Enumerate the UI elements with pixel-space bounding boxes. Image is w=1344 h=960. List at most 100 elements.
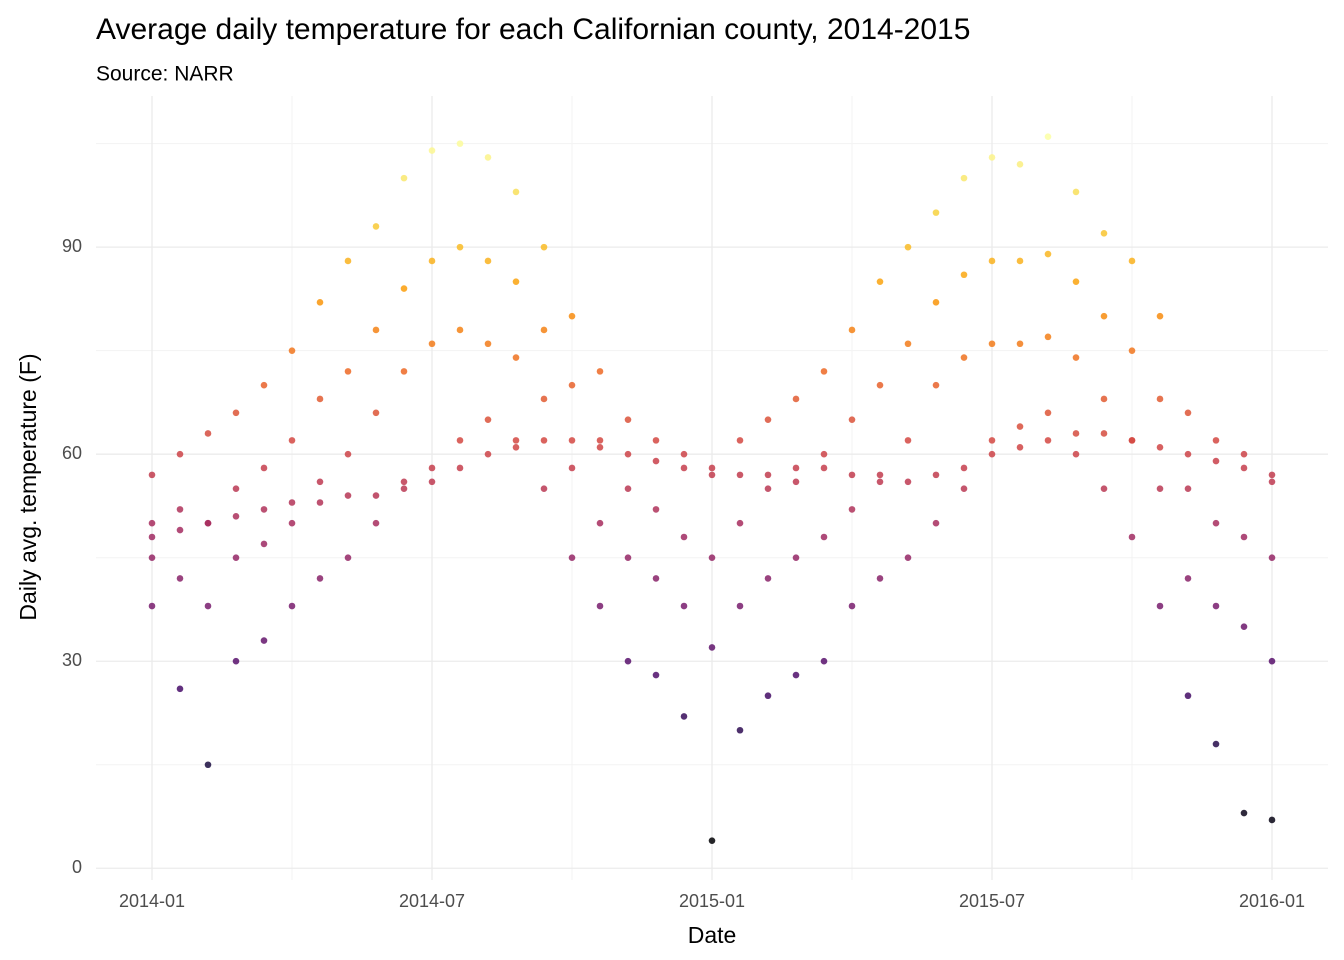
y-tick-label: 30 [62,650,82,670]
point [204,761,212,769]
point [1212,602,1220,610]
point [904,243,912,251]
point [1044,409,1052,417]
y-tick-label: 90 [62,236,82,256]
point [764,692,772,700]
point [736,726,744,734]
point [680,533,688,541]
point [596,368,604,375]
point [540,326,548,334]
point [456,437,464,444]
y-axis-label: Daily avg. temperature (F) [15,353,41,620]
point [792,478,800,486]
point [428,340,436,348]
point [176,506,184,513]
point [1128,533,1136,541]
point [176,526,184,534]
point [456,243,464,251]
point [512,354,520,361]
point [232,409,240,417]
point [876,278,884,285]
point [568,312,576,320]
point [820,533,828,541]
point [204,519,212,527]
point [876,471,884,479]
point [204,602,212,610]
point [960,271,968,279]
point [568,554,576,562]
point [176,575,184,582]
point [372,409,380,417]
point [540,243,548,251]
point [1212,437,1220,444]
point [400,478,408,486]
point [1240,450,1248,458]
point [568,381,576,389]
point [1184,692,1192,700]
point [344,492,352,499]
point [1072,450,1080,458]
point [764,416,772,423]
point [932,209,940,216]
point [512,443,520,451]
point [1156,485,1164,492]
point [1268,657,1276,665]
point [372,223,380,230]
point [400,285,408,292]
point [624,416,632,423]
point [1268,478,1276,486]
point [960,354,968,361]
point [1072,278,1080,285]
point [1240,464,1248,472]
point [764,471,772,479]
point [316,575,324,582]
point [512,437,520,444]
point [1156,602,1164,610]
point [260,637,268,644]
point [736,602,744,610]
point [456,464,464,472]
point [1016,257,1024,265]
point [484,450,492,458]
point [764,575,772,582]
point [400,174,408,182]
point [932,381,940,389]
point [540,437,548,444]
point [428,147,436,154]
point [904,554,912,562]
point [652,457,660,465]
point [428,257,436,265]
point [820,450,828,458]
point [988,340,996,348]
point [736,437,744,444]
point [1100,430,1108,437]
point [400,368,408,375]
point [288,602,296,610]
point [568,464,576,472]
point [428,478,436,486]
point [652,506,660,513]
point [960,485,968,492]
point [596,602,604,610]
point [708,837,716,844]
point [988,257,996,265]
point [988,450,996,458]
point [792,671,800,679]
point [512,278,520,285]
point [1212,519,1220,527]
point [344,257,352,265]
point [708,471,716,479]
point [1044,437,1052,444]
grid [96,96,1328,880]
point [708,644,716,651]
point [288,519,296,527]
point [1156,395,1164,403]
point [344,368,352,375]
point [1044,333,1052,341]
point [232,512,240,520]
point [848,416,856,423]
point [792,395,800,403]
point [232,485,240,492]
point [876,575,884,582]
point [288,499,296,506]
